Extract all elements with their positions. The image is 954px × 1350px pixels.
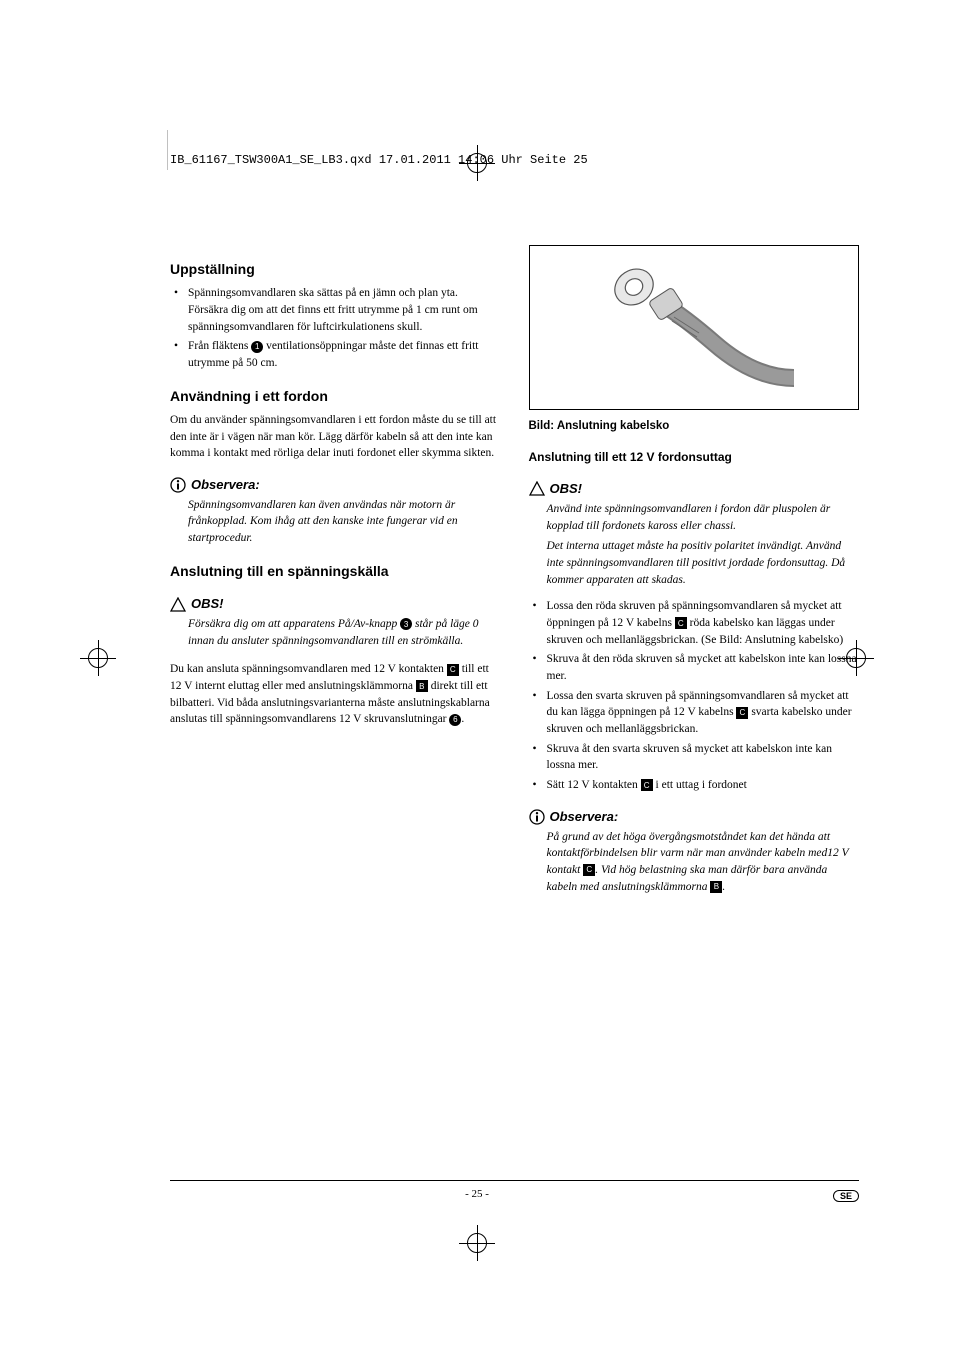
language-badge: SE: [833, 1190, 859, 1202]
text-fragment: i ett uttag i fordonet: [653, 779, 747, 791]
text-fragment: .: [461, 713, 464, 725]
reference-marker-icon: 1: [251, 341, 263, 353]
warning-body: Försäkra dig om att apparatens På/Av-kna…: [170, 616, 501, 649]
note-heading: Observera:: [529, 808, 860, 827]
info-icon: [170, 477, 186, 493]
text-fragment: Försäkra dig om att apparatens På/Av-kna…: [188, 618, 400, 630]
note-body: På grund av det höga övergångsmotståndet…: [529, 829, 860, 896]
reference-marker-icon: C: [641, 779, 653, 791]
bullet-list: Spänningsomvandlaren ska sättas på en jä…: [170, 285, 501, 371]
bullet-list: Lossa den röda skruven på spänningsomvan…: [529, 598, 860, 793]
note-label: Observera:: [191, 476, 260, 495]
text-fragment: .: [722, 881, 725, 893]
registration-mark-icon: [459, 1225, 495, 1261]
figure-box: [529, 245, 860, 410]
page-number: - 25 -: [0, 1188, 954, 1200]
right-column: Bild: Anslutning kabelsko Anslutning til…: [529, 245, 860, 905]
list-item: Sätt 12 V kontakten C i ett uttag i ford…: [547, 777, 860, 794]
warning-icon: [170, 597, 186, 613]
list-item: Från fläktens 1 ventilationsöppningar må…: [188, 338, 501, 371]
heading-uppstallning: Uppställning: [170, 259, 501, 279]
cable-lug-illustration-icon: [594, 263, 794, 393]
header-line: IB_61167_TSW300A1_SE_LB3.qxd 17.01.2011 …: [170, 153, 588, 167]
reference-marker-icon: C: [736, 707, 748, 719]
crop-mark-icon: [128, 130, 168, 170]
heading-anvandning: Användning i ett fordon: [170, 386, 501, 406]
warning-icon: [529, 481, 545, 497]
reference-marker-icon: C: [447, 664, 459, 676]
note-body: Spänningsomvandlaren kan även användas n…: [170, 497, 501, 547]
list-item: Lossa den svarta skruven på spänningsomv…: [547, 688, 860, 738]
reference-marker-icon: 3: [400, 618, 412, 630]
warning-label: OBS!: [550, 480, 583, 499]
text-fragment: Sätt 12 V kontakten: [547, 779, 641, 791]
note-label: Observera:: [550, 808, 619, 827]
content-columns: Uppställning Spänningsomvandlaren ska sä…: [170, 245, 859, 905]
note-paragraph: Använd inte spänningsomvandlaren i fordo…: [547, 501, 860, 534]
paragraph: Om du använder spänningsomvandlaren i et…: [170, 412, 501, 462]
reference-marker-icon: B: [710, 881, 722, 893]
reference-marker-icon: C: [675, 617, 687, 629]
heading-anslutning-12v: Anslutning till ett 12 V fordonsuttag: [529, 449, 860, 466]
list-item: Lossa den röda skruven på spänningsomvan…: [547, 598, 860, 648]
registration-mark-icon: [459, 145, 495, 181]
left-column: Uppställning Spänningsomvandlaren ska sä…: [170, 245, 501, 905]
figure-caption: Bild: Anslutning kabelsko: [529, 418, 860, 435]
registration-mark-icon: [80, 640, 116, 676]
text-fragment: Du kan ansluta spänningsomvandlaren med …: [170, 663, 447, 675]
reference-marker-icon: 6: [449, 714, 461, 726]
text-fragment: Från fläktens: [188, 340, 251, 352]
reference-marker-icon: B: [416, 680, 428, 692]
list-item: Spänningsomvandlaren ska sättas på en jä…: [188, 285, 501, 335]
warning-body: Använd inte spänningsomvandlaren i fordo…: [529, 501, 860, 588]
note-paragraph: Det interna uttaget måste ha positiv pol…: [547, 538, 860, 588]
warning-heading: OBS!: [529, 480, 860, 499]
footer-rule: [170, 1180, 859, 1181]
list-item: Skruva åt den röda skruven så mycket att…: [547, 651, 860, 684]
info-icon: [529, 809, 545, 825]
note-heading: Observera:: [170, 476, 501, 495]
page: IB_61167_TSW300A1_SE_LB3.qxd 17.01.2011 …: [0, 0, 954, 1350]
heading-anslutning-kalla: Anslutning till en spänningskälla: [170, 561, 501, 581]
warning-heading: OBS!: [170, 595, 501, 614]
reference-marker-icon: C: [583, 864, 595, 876]
list-item: Skruva åt den svarta skruven så mycket a…: [547, 741, 860, 774]
warning-label: OBS!: [191, 595, 224, 614]
paragraph: Du kan ansluta spänningsomvandlaren med …: [170, 661, 501, 728]
